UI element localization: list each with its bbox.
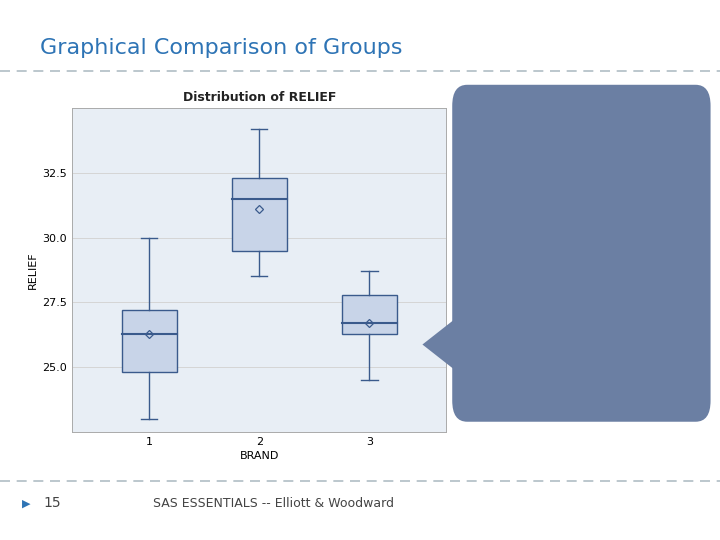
FancyBboxPatch shape <box>342 295 397 334</box>
Polygon shape <box>423 309 467 380</box>
Y-axis label: RELIEF: RELIEF <box>28 251 38 289</box>
Title: Distribution of RELIEF: Distribution of RELIEF <box>182 91 336 104</box>
FancyBboxPatch shape <box>452 85 711 422</box>
X-axis label: BRAND: BRAND <box>240 451 279 461</box>
Text: ▶: ▶ <box>22 498 30 508</box>
Text: 15: 15 <box>43 496 60 510</box>
FancyBboxPatch shape <box>232 178 287 251</box>
Text: Graphical Comparison of Groups: Graphical Comparison of Groups <box>40 38 402 58</box>
FancyBboxPatch shape <box>122 310 176 373</box>
Text: This graph
reinforces the
statistical results --
- that groups 1
and 3 are very
: This graph reinforces the statistical re… <box>516 144 647 323</box>
Text: SAS ESSENTIALS -- Elliott & Woodward: SAS ESSENTIALS -- Elliott & Woodward <box>153 497 394 510</box>
